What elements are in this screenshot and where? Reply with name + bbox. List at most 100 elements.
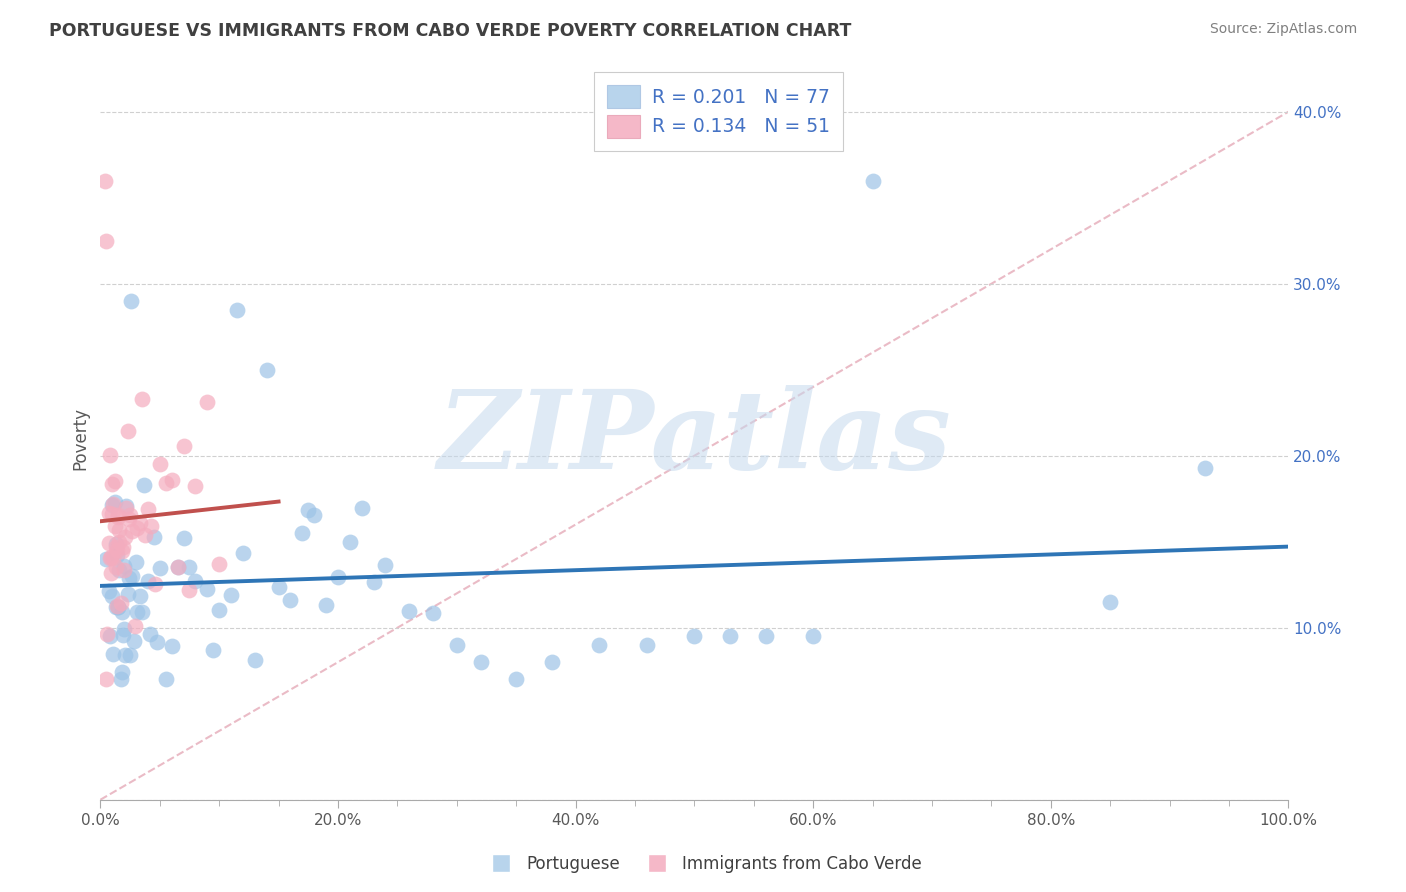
Point [139,627,162,641]
Point [103,551,125,566]
Point [179,560,201,574]
Point [166,559,188,574]
Text: ZIPatlas: ZIPatlas [437,384,952,492]
Point [111,605,134,619]
Point [111,544,134,558]
Point [1099,595,1122,609]
Point [107,508,129,522]
Point [160,639,183,653]
Point [326,569,349,583]
Point [315,598,337,612]
Point [97,506,120,520]
Point [101,507,124,521]
Point [118,648,141,663]
Point [755,629,778,643]
Point [127,521,149,535]
Point [195,582,218,597]
Point [96,627,118,641]
Point [470,655,492,669]
Point [166,559,188,574]
Point [96,234,118,248]
Point [101,589,124,603]
Point [101,476,124,491]
Point [195,394,218,409]
Point [94,173,117,187]
Point [374,558,396,573]
Point [112,563,135,577]
Point [124,619,146,633]
Point [98,551,121,566]
Point [136,502,159,516]
Point [1194,461,1216,475]
Point [398,603,420,617]
Point [103,497,125,511]
Point [115,500,138,514]
Y-axis label: Poverty: Poverty [72,407,89,470]
Point [155,672,177,686]
Point [120,293,142,308]
Point [350,500,373,515]
Point [179,582,201,597]
Point [208,603,231,617]
Point [683,629,706,643]
Point [97,536,120,550]
Point [107,599,129,614]
Point [122,633,145,648]
Point [280,593,302,607]
Point [142,530,165,544]
Point [146,635,169,649]
Point [100,550,122,565]
Point [98,629,121,643]
Legend: Portuguese, Immigrants from Cabo Verde: Portuguese, Immigrants from Cabo Verde [478,848,928,880]
Point [112,559,135,574]
Point [143,577,166,591]
Point [422,606,444,620]
Point [98,448,121,462]
Point [115,500,138,515]
Point [363,574,385,589]
Point [103,647,125,661]
Point [267,580,290,594]
Point [104,600,127,615]
Point [208,557,231,571]
Point [446,638,468,652]
Point [155,475,177,490]
Point [101,498,124,512]
Point [302,508,325,522]
Point [127,605,149,619]
Point [184,479,207,493]
Point [104,495,127,509]
Point [219,588,242,602]
Point [149,561,172,575]
Point [291,525,314,540]
Text: Source: ZipAtlas.com: Source: ZipAtlas.com [1209,22,1357,37]
Point [121,524,143,539]
Point [100,566,122,580]
Point [256,363,278,377]
Point [96,673,118,687]
Point [117,586,139,600]
Point [104,518,127,533]
Point [121,568,143,582]
Point [112,622,135,636]
Point [131,392,153,406]
Point [108,535,131,549]
Point [718,629,741,643]
Point [118,508,141,522]
Point [104,541,127,555]
Point [801,629,824,643]
Point [636,638,658,652]
Point [160,473,183,487]
Point [105,543,128,558]
Point [136,574,159,588]
Point [105,599,128,613]
Legend: R = 0.201   N = 77, R = 0.134   N = 51: R = 0.201 N = 77, R = 0.134 N = 51 [593,72,842,151]
Point [505,673,527,687]
Point [118,512,141,526]
Point [128,516,150,531]
Point [134,477,156,491]
Point [173,531,195,545]
Point [588,638,610,652]
Point [243,653,266,667]
Point [114,530,136,544]
